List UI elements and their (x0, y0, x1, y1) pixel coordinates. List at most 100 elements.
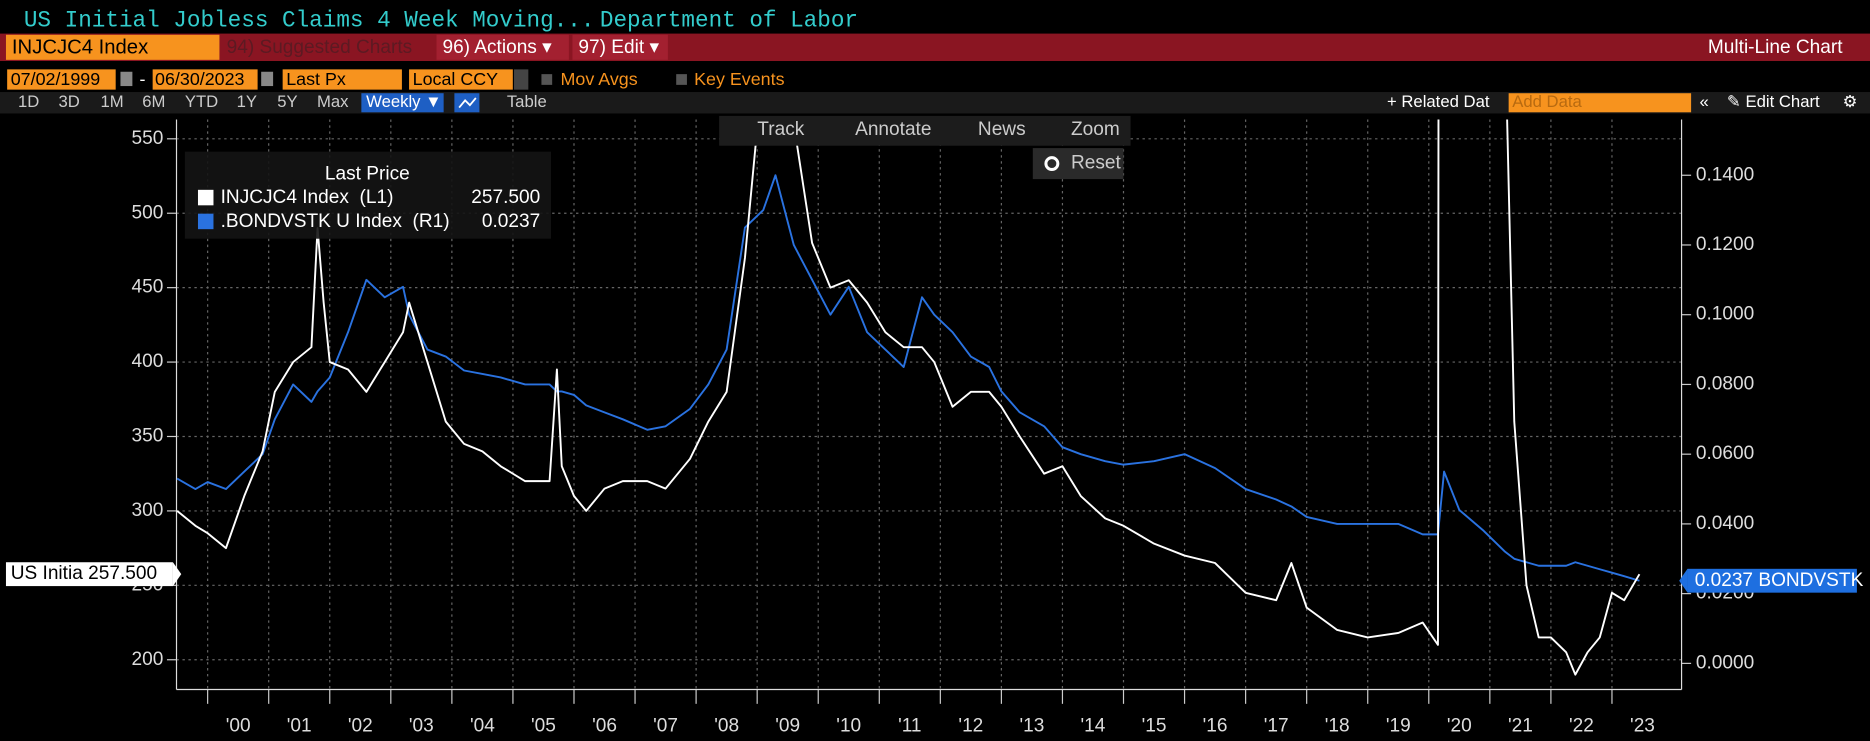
x-tick-label: '22 (1569, 716, 1594, 737)
x-tick-label: '21 (1508, 716, 1533, 737)
reset-icon (1044, 156, 1060, 172)
end-date-box[interactable] (152, 69, 258, 90)
legend-label: .BONDVSTK U Index (R1) (221, 211, 450, 232)
chart-tool[interactable]: News (978, 119, 1026, 140)
source: Department of Labor (600, 7, 858, 33)
ticker[interactable]: INJCJC4 Index (12, 36, 148, 58)
period-button[interactable]: 1Y (237, 92, 257, 111)
x-tick-label: '16 (1203, 716, 1228, 737)
legend (184, 151, 551, 239)
frequency[interactable]: Weekly ▼ (366, 92, 442, 111)
key-events[interactable]: Key Events (694, 69, 784, 89)
x-tick-label: '18 (1325, 716, 1350, 737)
chart-tool[interactable]: Zoom (1071, 119, 1120, 140)
reset[interactable]: Reset (1071, 153, 1122, 174)
legend-items: INJCJC4 Index (L1) 257.500 .BONDVSTK U Ind… (197, 187, 540, 232)
period-button[interactable]: 6M (142, 92, 165, 111)
y-tick-label: 450 (132, 277, 164, 298)
chart-type: Multi-Line Chart (1708, 37, 1843, 58)
toolbar-bar (0, 33, 1870, 62)
currency-box[interactable] (409, 69, 513, 90)
x-tick-label: '07 (653, 716, 678, 737)
last-value-tag-label: 0.0237 BONDVSTK (1695, 570, 1864, 591)
end-date[interactable]: 06/30/2023 (155, 69, 245, 89)
settings-gear[interactable]: ⚙ (1843, 92, 1858, 111)
security-title: US Initial Jobless Claims 4 Week Moving.… (24, 7, 595, 33)
legend-label: INJCJC4 Index (L1) (221, 187, 394, 208)
chart-icon-glyph (458, 97, 477, 109)
field-box[interactable] (282, 69, 402, 90)
dropdown[interactable] (514, 69, 529, 90)
legend-title: Last Price (325, 163, 410, 184)
y-tick-label: 200 (132, 649, 164, 670)
series-line (176, 174, 1640, 582)
calendar-icon[interactable] (120, 71, 133, 87)
y-tick-label: 300 (132, 500, 164, 521)
x-tick-label: '19 (1386, 716, 1411, 737)
collapse[interactable]: « (1699, 92, 1708, 111)
x-tick-label: '23 (1630, 716, 1655, 737)
field[interactable]: Last Px (286, 69, 346, 89)
last-value-tag-label: US Initia 257.500 (11, 563, 157, 584)
x-tick-label: '12 (958, 716, 983, 737)
calendar-icon[interactable] (261, 71, 274, 87)
tag-pointer (172, 562, 182, 587)
table-button[interactable]: Table (507, 92, 547, 111)
edit-button[interactable] (572, 34, 668, 60)
mov-avgs[interactable]: Mov Avgs (561, 69, 638, 89)
y2-tick-label: 0.0400 (1696, 513, 1754, 534)
x-tick-label: '17 (1264, 716, 1289, 737)
last-value-tag (5, 562, 173, 587)
y2-tick-label: 0.0600 (1696, 443, 1754, 464)
y2-tick-label: 0.1200 (1696, 234, 1754, 255)
actions-button[interactable] (436, 34, 569, 60)
chart-tool[interactable]: Track (757, 119, 804, 140)
related-data[interactable]: + Related Dat (1387, 92, 1490, 111)
frequency-box[interactable] (361, 93, 444, 113)
start-date[interactable]: 07/02/1999 (11, 69, 101, 89)
add-data-box[interactable] (1508, 93, 1692, 113)
x-tick-label: '15 (1142, 716, 1167, 737)
x-tick-label: '09 (775, 716, 800, 737)
series-line (176, 119, 1641, 676)
legend-value: 257.500 (471, 187, 540, 208)
checkbox[interactable] (541, 74, 553, 85)
y-tick-label: 550 (132, 128, 164, 149)
legend-swatch (197, 189, 214, 206)
tag-pointer (1679, 568, 1688, 593)
edit[interactable]: 97) Edit ▾ (578, 37, 659, 58)
x-tick-label: '13 (1019, 716, 1044, 737)
period-button[interactable]: 1M (101, 92, 124, 111)
currency[interactable]: Local CCY (413, 69, 499, 89)
period-button[interactable]: Max (317, 92, 349, 111)
x-tick-label: '03 (409, 716, 434, 737)
chart-tool[interactable]: Annotate (855, 119, 931, 140)
y-tick-label: 500 (132, 202, 164, 223)
x-tick-label: '00 (226, 716, 251, 737)
last-value-tag (1687, 568, 1857, 593)
add-data[interactable]: Add Data (1512, 92, 1582, 111)
x-tick-label: '14 (1081, 716, 1106, 737)
x-tick-label: '08 (714, 716, 739, 737)
ticker-box[interactable] (5, 34, 220, 60)
period-button[interactable]: 5Y (277, 92, 297, 111)
actions[interactable]: 96) Actions ▾ (442, 37, 552, 58)
x-tick-label: '06 (592, 716, 617, 737)
y2-tick-label: 0.0800 (1696, 373, 1754, 394)
chart-tools (719, 115, 1131, 146)
x-tick-label: '10 (836, 716, 861, 737)
x-tick-label: '11 (898, 716, 921, 737)
edit-chart[interactable]: ✎ Edit Chart (1727, 92, 1820, 111)
date-dash: - (140, 69, 146, 89)
period-button[interactable]: 3D (58, 92, 79, 111)
x-tick-label: '02 (348, 716, 373, 737)
period-button[interactable]: 1D (18, 92, 39, 111)
y2-tick-label: 0.1400 (1696, 164, 1754, 185)
reset-button[interactable] (1032, 148, 1124, 180)
y-tick-label: 350 (132, 426, 164, 447)
checkbox[interactable] (676, 74, 687, 85)
period-button[interactable]: YTD (185, 92, 218, 111)
start-date-box[interactable] (7, 69, 116, 90)
